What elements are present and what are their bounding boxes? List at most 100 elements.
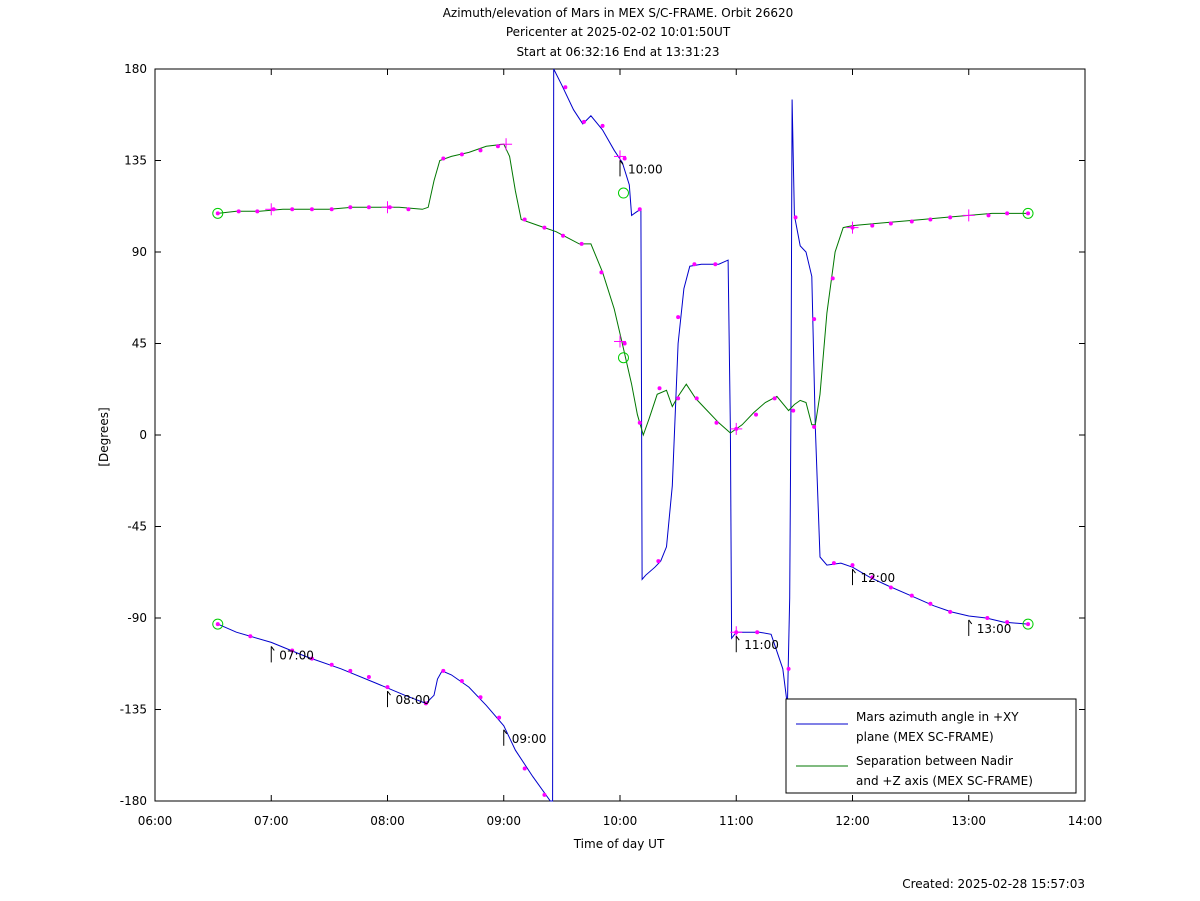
data-point [495, 144, 500, 149]
data-point [830, 276, 835, 281]
data-point [522, 766, 527, 771]
x-tick-label: 06:00 [138, 814, 173, 828]
data-point [599, 270, 604, 275]
y-tick-label: 0 [139, 428, 147, 442]
data-point [754, 412, 759, 417]
y-tick-label: -90 [127, 611, 147, 625]
data-point [692, 262, 697, 267]
title-line-3: Start at 06:32:16 End at 13:31:23 [516, 45, 719, 59]
created-timestamp: Created: 2025-02-28 15:57:03 [902, 877, 1085, 891]
data-point [255, 209, 260, 214]
data-point [348, 205, 353, 210]
data-point [622, 341, 627, 346]
y-tick-label: -135 [120, 703, 147, 717]
legend: Mars azimuth angle in +XY plane (MEX SC-… [785, 698, 1077, 794]
data-point [870, 575, 875, 580]
data-point [948, 215, 953, 220]
hour-label: 12:00 [861, 571, 896, 585]
hour-label: 09:00 [512, 732, 547, 746]
hour-tick-arrow [270, 646, 275, 651]
x-tick-label: 08:00 [370, 814, 405, 828]
data-point [1026, 211, 1031, 216]
series-layer [217, 68, 1029, 802]
hour-cross-marker [846, 221, 859, 234]
data-point [459, 152, 464, 157]
data-point [831, 561, 836, 566]
data-point [478, 148, 483, 153]
hour-label: 13:00 [977, 622, 1012, 636]
hour-tick-arrow [968, 619, 973, 625]
x-axis-label: Time of day UT [573, 837, 665, 851]
data-point [1026, 622, 1031, 627]
data-point [909, 593, 914, 598]
data-point [236, 209, 241, 214]
data-point [441, 668, 446, 673]
y-axis-label: [Degrees] [97, 407, 111, 466]
data-point [986, 213, 991, 218]
hour-cross-marker [381, 201, 394, 214]
legend-label-azimuth-line-1: Mars azimuth angle in +XY [856, 710, 1019, 724]
y-tick-label: 180 [124, 62, 147, 76]
data-point [928, 601, 933, 606]
legend-label-separation-line-1: Separation between Nadir [856, 754, 1013, 768]
x-tick-label: 09:00 [486, 814, 521, 828]
x-tick-label: 10:00 [603, 814, 638, 828]
hour-cross-marker [730, 422, 743, 435]
endpoint-circle [212, 618, 224, 630]
legend-box [785, 698, 1077, 794]
data-point [812, 424, 817, 429]
hour-label: 07:00 [279, 648, 314, 662]
data-point [985, 616, 990, 620]
data-point [656, 559, 661, 564]
data-point [290, 207, 295, 212]
data-point [423, 701, 428, 706]
data-point [248, 634, 253, 639]
data-point [1005, 211, 1010, 216]
legend-label-separation-line-2: and +Z axis (MEX SC-FRAME) [856, 774, 1033, 788]
x-tick-label: 11:00 [719, 814, 754, 828]
title-line-1: Azimuth/elevation of Mars in MEX S/C-FRA… [443, 6, 794, 20]
data-point [694, 396, 699, 401]
data-point [385, 685, 390, 690]
plot-area [154, 68, 1086, 802]
legend-label-azimuth-line-2: plane (MEX SC-FRAME) [856, 730, 994, 744]
data-point [441, 156, 446, 161]
y-tick-label: 90 [132, 245, 147, 259]
hour-cross-marker [614, 335, 626, 348]
data-point [563, 85, 568, 90]
data-point [215, 211, 220, 216]
data-point [542, 225, 547, 230]
hour-tick-arrow [387, 690, 391, 696]
endpoint-circle [1022, 207, 1034, 219]
hour-cross-marker [962, 209, 975, 222]
data-point [406, 207, 411, 212]
endpoint-circle [617, 187, 629, 199]
hour-tick-arrow [852, 568, 856, 574]
data-point [772, 396, 777, 401]
chart-title: Azimuth/elevation of Mars in MEX S/C-FRA… [443, 6, 794, 59]
data-point [497, 715, 502, 720]
hour-label: 08:00 [396, 693, 431, 707]
data-point [755, 630, 760, 635]
y-tick-label: -45 [127, 520, 147, 534]
data-point [714, 420, 719, 425]
separation-series-line [217, 143, 1028, 437]
data-point [676, 315, 681, 320]
data-point [459, 679, 464, 684]
data-point [928, 217, 933, 222]
data-point [888, 221, 893, 226]
data-point [581, 119, 586, 124]
data-point [366, 674, 371, 679]
hour-cross-marker [265, 203, 278, 216]
hour-label: 11:00 [744, 638, 779, 652]
x-tick-label: 12:00 [835, 814, 870, 828]
data-point [637, 420, 642, 425]
data-point [348, 668, 353, 673]
data-point [309, 207, 314, 212]
data-point [676, 396, 681, 401]
axis-ticks: 06:00 07:00 08:00 09:00 10:00 11:00 12:00 13:00… [120, 62, 1103, 828]
data-point [888, 585, 893, 590]
endpoint-circle [212, 207, 224, 219]
data-point [1005, 620, 1010, 625]
